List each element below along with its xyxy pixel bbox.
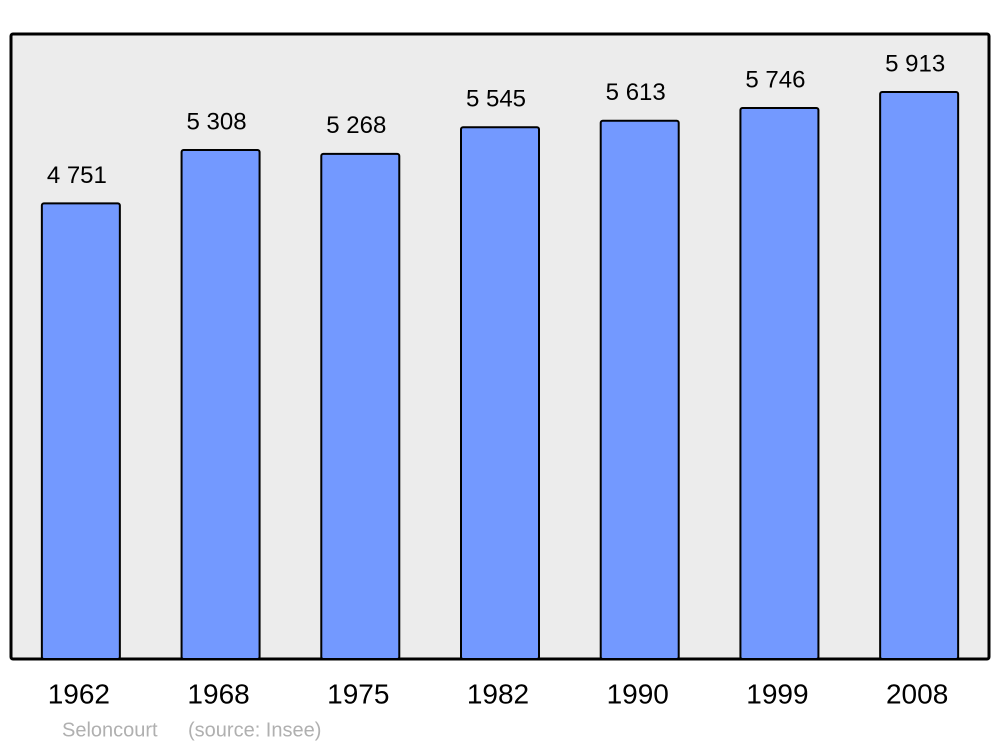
value-label: 5 308 [187,108,247,135]
bar [739,107,820,661]
x-tick-label: 2008 [886,678,948,709]
value-label: 5 913 [885,50,945,77]
value-label: 5 268 [326,112,386,139]
x-tick-label: 1968 [187,678,249,709]
value-label: 5 613 [606,79,666,106]
chart-place: Seloncourt [62,719,158,741]
bar [180,149,261,660]
bar [40,202,121,660]
value-label: 5 545 [466,86,526,113]
bar [320,152,401,661]
bar [460,126,540,661]
x-tick-label: 1999 [746,678,808,709]
x-tick-label: 1962 [48,678,110,709]
bar [599,119,680,660]
x-tick-label: 1975 [327,678,389,709]
x-tick-label: 1990 [607,678,669,709]
x-tick-label: 1982 [467,678,529,709]
value-label: 5 746 [745,66,805,93]
value-label: 4 751 [47,162,107,189]
chart-source: (source: Insee) [188,719,321,741]
bar [879,91,960,660]
